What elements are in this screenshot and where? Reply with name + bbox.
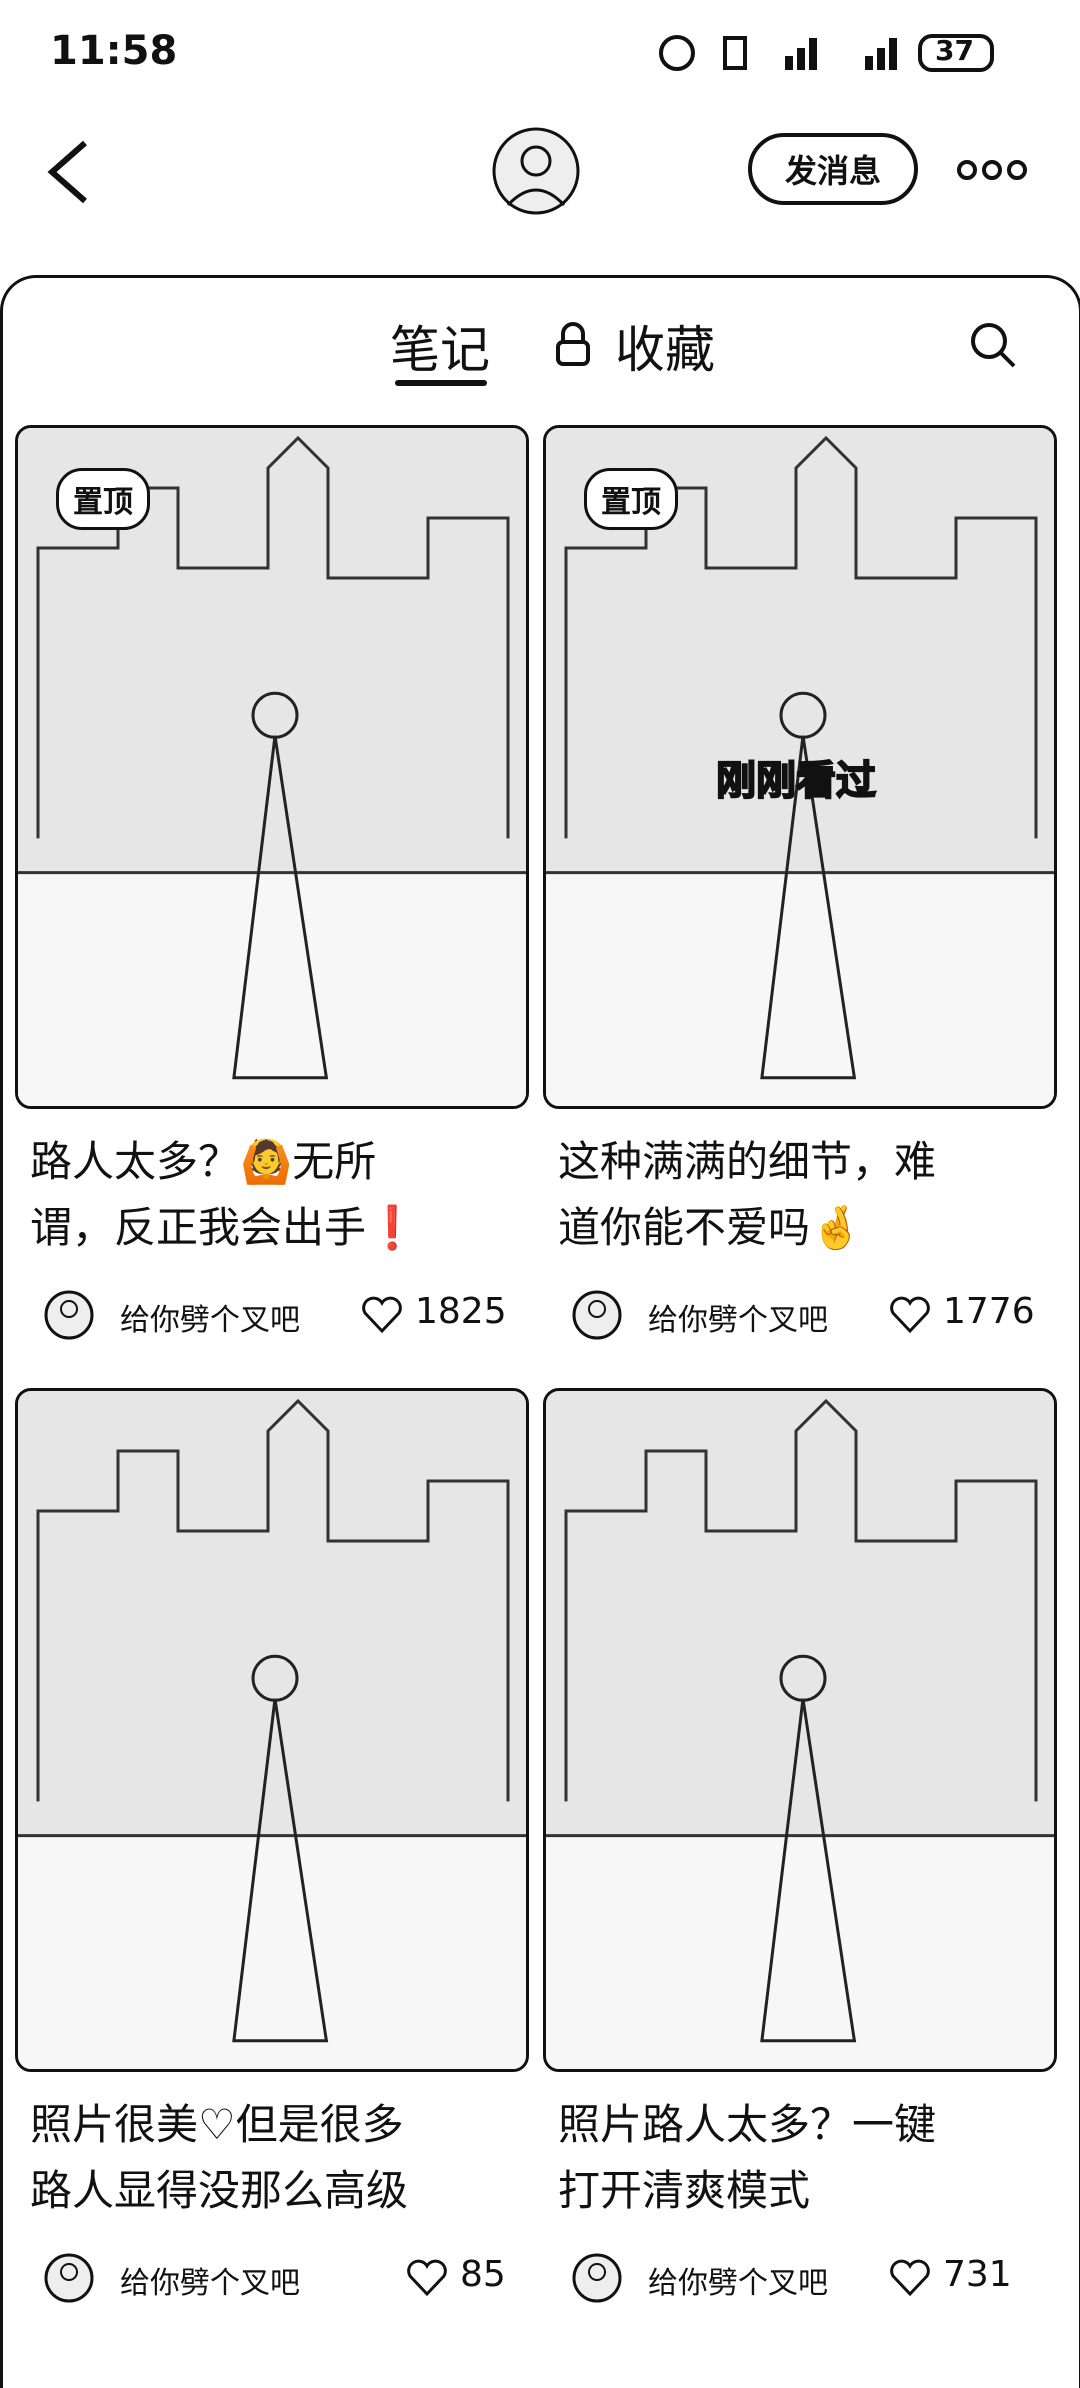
more-button[interactable]: [955, 155, 1030, 185]
card-title-line[interactable]: 这种满满的细节，难: [558, 1137, 937, 1186]
back-button[interactable]: [40, 135, 100, 210]
author-name[interactable]: 给你劈个叉吧: [120, 2266, 300, 2301]
photo-sketch: [546, 1391, 1054, 2069]
author-avatar: [572, 1290, 622, 1340]
author-name[interactable]: 给你劈个叉吧: [120, 1303, 300, 1338]
card-title-line[interactable]: 照片很美♡但是很多: [30, 2100, 404, 2149]
card-title-line[interactable]: 谓，反正我会出手❗: [30, 1203, 419, 1252]
like-button[interactable]: [360, 1295, 404, 1335]
message-button[interactable]: 发消息: [748, 133, 918, 205]
like-count: 1776: [943, 1291, 1035, 1332]
card-image[interactable]: 置顶: [15, 425, 529, 1109]
search-button[interactable]: [968, 320, 1018, 370]
pinned-badge: 置顶: [56, 468, 150, 530]
tab-underline: [395, 380, 487, 386]
card-image[interactable]: [15, 1388, 529, 2072]
recently-viewed-label: 刚刚看过: [715, 757, 877, 805]
like-button[interactable]: [405, 2258, 449, 2298]
status-icons: [659, 34, 994, 72]
card-image[interactable]: 置顶刚刚看过: [543, 425, 1057, 1109]
lock-icon: [556, 322, 590, 366]
card-title-line[interactable]: 路人显得没那么高级: [30, 2166, 409, 2215]
notes-tab[interactable]: 笔记: [390, 321, 490, 379]
card-title-line[interactable]: 打开清爽模式: [558, 2166, 811, 2215]
author-avatar: [572, 2253, 622, 2303]
photo-sketch: [18, 1391, 526, 2069]
like-count: 1825: [415, 1291, 507, 1332]
card-title-line[interactable]: 照片路人太多？一键: [558, 2100, 937, 2149]
status-time: 11:58: [50, 28, 178, 74]
like-button[interactable]: [888, 2258, 932, 2298]
author-name[interactable]: 给你劈个叉吧: [648, 1303, 828, 1338]
like-count: 85: [460, 2254, 506, 2295]
author-name[interactable]: 给你劈个叉吧: [648, 2266, 828, 2301]
battery-level: 37: [935, 34, 974, 67]
pinned-badge: 置顶: [584, 468, 678, 530]
card-title-line[interactable]: 道你能不爱吗🤞: [558, 1203, 863, 1252]
favorites-tab[interactable]: 收藏: [615, 321, 715, 379]
author-avatar: [44, 1290, 94, 1340]
like-button[interactable]: [888, 1295, 932, 1335]
author-avatar: [44, 2253, 94, 2303]
avatar[interactable]: [490, 125, 582, 217]
like-count: 731: [943, 2254, 1012, 2295]
card-title-line[interactable]: 路人太多？🙆无所: [30, 1137, 377, 1186]
card-image[interactable]: [543, 1388, 1057, 2072]
